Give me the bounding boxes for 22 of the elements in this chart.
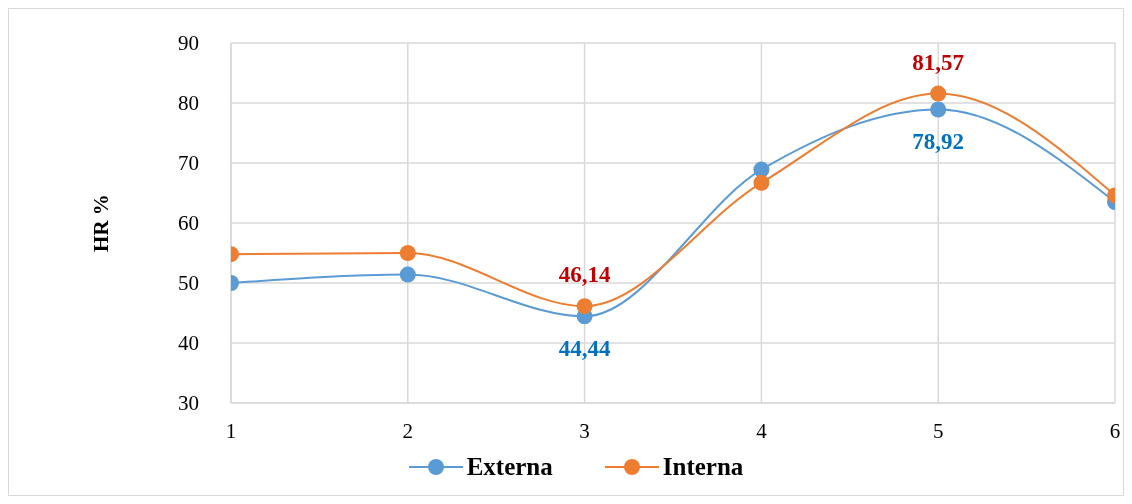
x-tick-label: 3 [579,418,590,443]
y-tick-label: 70 [178,151,199,176]
data-label: 78,92 [912,129,965,155]
point [576,298,593,315]
data-label: 81,57 [912,49,965,75]
x-tick-label: 2 [402,418,414,443]
x-tick-label: 1 [225,418,237,443]
legend-label: Externa [466,453,553,481]
y-tick-label: 50 [178,271,199,296]
x-tick-label: 5 [932,418,944,443]
y-tick-label: 60 [178,211,199,236]
data-label: 46,14 [558,262,611,288]
data-label: 44,44 [558,336,611,362]
x-tick-label: 4 [756,418,768,443]
y-tick-label: 80 [178,91,199,116]
y-tick-label: 90 [178,31,199,56]
y-tick-label: 30 [178,391,199,416]
legend-label: Interna [662,453,744,481]
point [753,174,770,191]
y-tick-label: 40 [178,331,199,356]
x-tick-label: 6 [1109,418,1121,443]
y-axis-title: HR % [89,194,113,252]
